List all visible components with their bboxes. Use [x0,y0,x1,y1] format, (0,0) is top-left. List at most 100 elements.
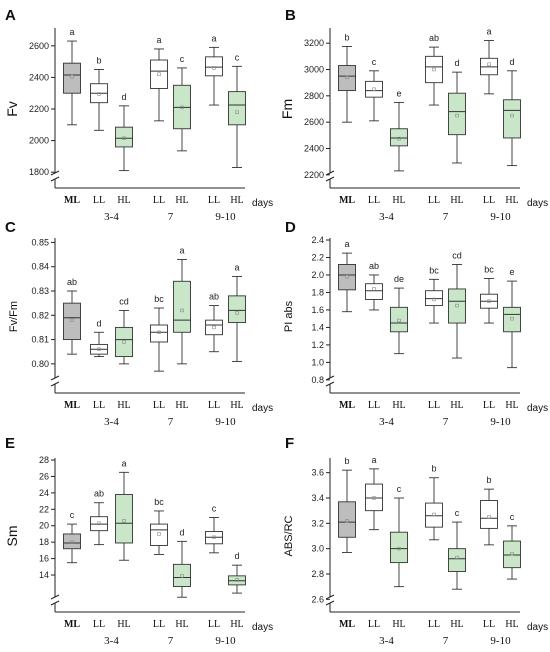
days-label: days [527,198,548,209]
x-tick-label-ML: ML [64,400,80,411]
significance-letter: ab [209,292,219,302]
x-tick-label-LL: LL [428,195,440,206]
box-HL-6: a [228,262,246,362]
mean-marker [180,105,184,110]
y-tick-label: 2.8 [311,569,324,579]
mean-marker [372,496,376,500]
x-tick-label-HL: HL [117,400,130,411]
x-tick-label-LL: LL [428,619,440,630]
day-group-label: 9-10 [490,416,511,428]
significance-letter: c [397,484,402,494]
box-iqr [503,99,521,139]
box-iqr [480,500,498,529]
y-tick-label: 1800 [29,167,49,177]
x-tick-label-HL: HL [450,619,463,630]
mean-marker [432,512,436,517]
day-group-label: 7 [168,211,174,223]
axis-break-mark [325,600,335,606]
box-LL-3: bc [150,497,168,555]
y-tick-label: 2200 [304,170,324,180]
box-iqr [338,264,356,291]
x-tick-label-LL: LL [153,619,165,630]
box-HL-6: d [503,57,521,167]
box-iqr [115,326,133,358]
panel-F: F ABS/RC 2.6 2.8 3.0 3.2 3.4 3.6 b ML a LL c HL b LL c HL… [283,435,548,647]
y-tick-label: 24 [39,488,49,498]
significance-letter: d [121,92,126,102]
x-tick-label-HL: HL [505,195,518,206]
significance-letter: c [372,57,377,67]
box-HL-2: e [390,88,408,172]
box-LL-1: c [365,57,383,122]
box-iqr [503,540,521,569]
box-HL-2: a [115,458,133,561]
x-tick-label-LL: LL [153,400,165,411]
y-tick-label: 2600 [29,41,49,51]
y-tick-label: 2600 [304,117,324,127]
day-group-label: 7 [443,211,449,223]
y-tick-label: 1.6 [311,305,324,315]
x-tick-label-LL: LL [368,619,380,630]
mean-marker [455,555,459,560]
significance-letter: de [394,274,404,284]
significance-letter: b [96,56,101,66]
mean-marker [180,574,184,578]
box-iqr [448,548,466,572]
day-group-label: 7 [443,416,449,428]
box-iqr [503,306,521,333]
x-tick-label-ML: ML [339,195,355,206]
significance-letter: bc [154,294,164,304]
mean-marker [70,74,74,79]
x-tick-label-HL: HL [450,400,463,411]
x-tick-label-LL: LL [208,400,220,411]
mean-marker [372,287,376,291]
y-tick-label: 0.80 [31,359,49,369]
significance-letter: e [396,88,401,98]
axis-break-mark [50,600,60,606]
box-iqr [228,295,246,324]
x-tick-label-HL: HL [230,619,243,630]
box-iqr [115,494,133,544]
box-LL-1: a [365,455,383,531]
mean-marker [372,87,376,91]
mean-marker [487,299,491,303]
x-tick-label-LL: LL [428,400,440,411]
mean-marker [487,515,491,519]
y-tick-label: 0.81 [31,335,49,345]
x-tick-label-HL: HL [392,195,405,206]
box-HL-2: de [390,274,408,355]
mean-marker [157,72,161,76]
box-iqr [425,55,443,84]
y-tick-label: 18 [39,537,49,547]
box-LL-1: ab [90,489,108,546]
x-tick-label-HL: HL [230,195,243,206]
day-group-label: 3-4 [379,211,394,223]
box-iqr [150,59,168,89]
x-tick-label-ML: ML [339,619,355,630]
significance-letter: c [235,52,240,62]
y-tick-label: 3.4 [311,493,324,503]
axis-break-mark [50,170,60,176]
y-tick-label: 1.4 [311,322,324,332]
panel-letter: F [285,435,294,452]
box-HL-6: c [228,52,246,168]
mean-marker [212,535,216,539]
mean-marker [180,308,184,313]
significance-letter: b [344,456,349,466]
days-label: days [527,622,548,633]
significance-letter: d [179,527,184,537]
x-tick-label-ML: ML [64,195,80,206]
day-group-label: 9-10 [215,635,236,647]
days-label: days [252,622,273,633]
x-tick-label-HL: HL [505,619,518,630]
x-tick-label-HL: HL [175,195,188,206]
mean-marker [235,311,239,315]
y-tick-label: 2.6 [311,594,324,604]
mean-marker [397,546,401,551]
significance-letter: c [70,510,75,520]
panel-letter: C [5,219,16,236]
y-tick-label: 3200 [304,38,324,48]
box-ML-0: c [63,510,81,564]
x-tick-label-LL: LL [483,619,495,630]
days-label: days [252,403,273,414]
